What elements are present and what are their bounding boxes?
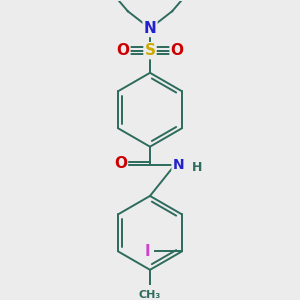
Text: S: S xyxy=(145,43,155,58)
Text: O: O xyxy=(114,156,127,171)
Text: H: H xyxy=(192,161,202,174)
Text: O: O xyxy=(171,43,184,58)
Text: O: O xyxy=(116,43,129,58)
Text: CH₃: CH₃ xyxy=(139,290,161,299)
Text: N: N xyxy=(172,158,184,172)
Text: I: I xyxy=(145,244,150,259)
Text: N: N xyxy=(144,21,156,36)
